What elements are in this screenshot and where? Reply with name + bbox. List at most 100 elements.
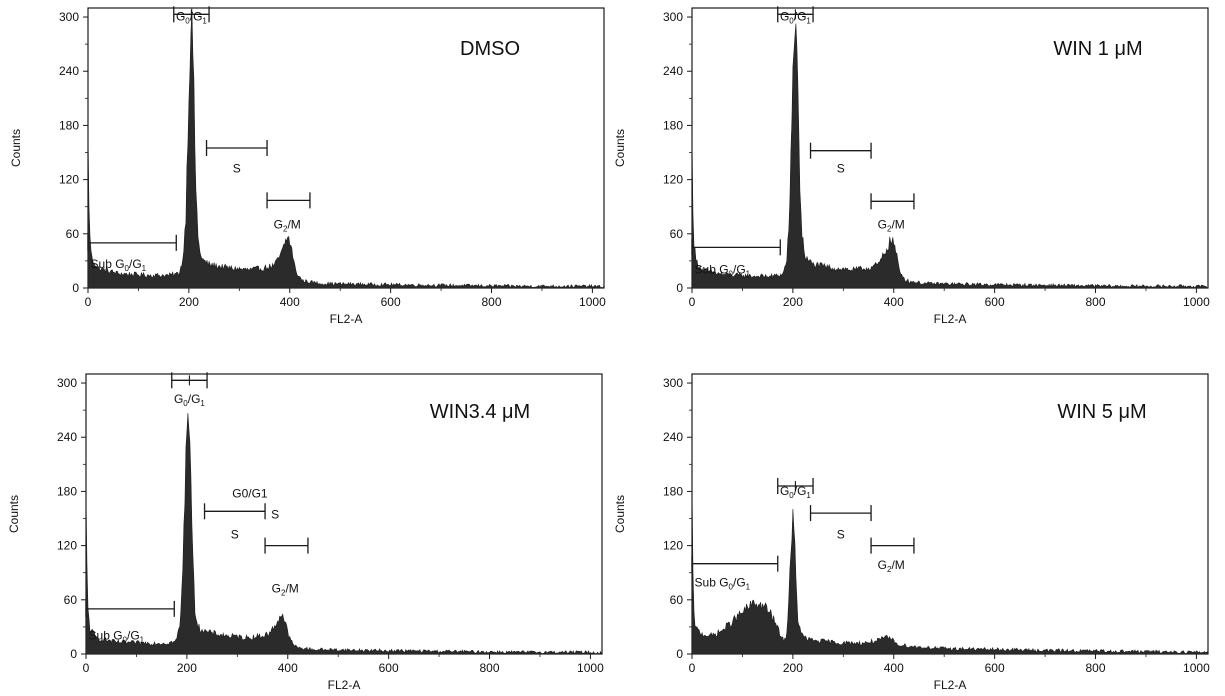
x-tick-label: 1000 (579, 295, 606, 309)
gate-marker (171, 372, 208, 389)
gate-annotation: G0/G1 (176, 10, 207, 26)
y-tick-label: 180 (663, 484, 683, 498)
gate-annotation: G0/G1 (780, 10, 811, 26)
gate-annotation: S (271, 508, 279, 522)
gate-marker (777, 6, 814, 23)
y-tick-label: 60 (670, 593, 684, 607)
gate-annotation: G2/M (274, 217, 301, 233)
x-tick-label: 800 (1086, 661, 1106, 675)
y-tick-label: 300 (663, 10, 683, 24)
gate-marker (691, 239, 781, 256)
x-axis-label: FL2-A (934, 678, 967, 692)
y-tick-label: 180 (59, 118, 79, 132)
histogram-series (691, 23, 1208, 289)
gate-annotation: G2/M (272, 582, 299, 598)
gate-annotation: Sub G0/G1 (89, 629, 145, 645)
y-tick-label: 0 (676, 281, 683, 295)
y-tick-label: 0 (72, 281, 79, 295)
y-axis-label: Counts (9, 129, 23, 167)
gate-annotation: S (837, 527, 845, 541)
histogram-panel-3: 0 200 400 600 800 1000 0 60 120 180 240 300 FL2-A Cou… (7, 372, 604, 692)
gate-marker (870, 193, 915, 210)
x-tick-label: 0 (689, 661, 696, 675)
x-tick-label: 200 (783, 295, 803, 309)
gate-marker (777, 478, 814, 494)
plot-frame (691, 7, 1209, 289)
gate-annotation: Sub G0/G1 (91, 257, 147, 273)
x-tick-label: 400 (280, 295, 300, 309)
y-tick-label: 0 (70, 647, 77, 661)
x-tick-label: 0 (83, 661, 90, 675)
y-tick-label: 240 (663, 64, 683, 78)
gate-annotation: G0/G1 (232, 487, 268, 501)
x-tick-label: 600 (381, 295, 401, 309)
y-axis-label: Counts (613, 495, 627, 533)
y-tick-label: 120 (663, 173, 683, 187)
gate-annotation: S (233, 161, 241, 175)
x-axis-label: FL2-A (328, 678, 361, 692)
plot-frame (691, 373, 1209, 655)
chart-title: WIN3.4 μM (430, 401, 530, 423)
histogram-series (691, 485, 1209, 655)
gate-marker (85, 600, 175, 617)
x-tick-label: 400 (884, 295, 904, 309)
chart-title: WIN 5 μM (1057, 401, 1146, 423)
y-axis-label: Counts (7, 495, 21, 533)
gate-annotation: Sub G0/G1 (695, 263, 751, 279)
x-tick-label: 1000 (1183, 661, 1210, 675)
x-axis-label: FL2-A (934, 312, 967, 326)
x-tick-label: 0 (85, 295, 92, 309)
y-tick-label: 300 (57, 376, 77, 390)
y-tick-label: 180 (663, 118, 683, 132)
histogram-panel-4: 0 200 400 600 800 1000 0 60 120 180 240 300 FL2-A Cou… (613, 373, 1210, 692)
histogram-panel-1: 0 200 400 600 800 1000 0 60 120 180 240 300 FL2-A Cou… (9, 6, 606, 326)
chart-title: DMSO (460, 38, 520, 60)
gate-marker (173, 6, 210, 23)
x-tick-label: 400 (278, 661, 298, 675)
x-tick-label: 1000 (577, 661, 604, 675)
y-tick-label: 0 (676, 647, 683, 661)
y-axis-label: Counts (613, 129, 627, 167)
x-tick-label: 600 (985, 295, 1005, 309)
plot-frame (85, 373, 603, 655)
y-tick-label: 60 (670, 227, 684, 241)
x-tick-label: 800 (1086, 295, 1106, 309)
x-tick-label: 200 (179, 295, 199, 309)
y-tick-label: 300 (59, 10, 79, 24)
gate-annotation: S (837, 161, 845, 175)
gate-marker (205, 140, 268, 156)
histogram-series (87, 7, 605, 289)
gate-marker (809, 142, 872, 159)
gate-marker (87, 234, 177, 251)
gate-annotation: G0/G1 (780, 484, 811, 500)
gate-annotation: S (231, 527, 239, 541)
gate-marker (264, 537, 309, 554)
x-tick-label: 600 (985, 661, 1005, 675)
y-tick-label: 120 (663, 539, 683, 553)
x-tick-label: 1000 (1183, 295, 1210, 309)
gate-marker (870, 537, 915, 554)
y-tick-label: 120 (59, 173, 79, 187)
x-tick-label: 800 (480, 661, 500, 675)
y-tick-label: 120 (57, 539, 77, 553)
x-tick-label: 0 (689, 295, 696, 309)
y-tick-label: 240 (57, 430, 77, 444)
plot-frame (87, 7, 605, 289)
gate-marker (266, 192, 311, 209)
x-tick-label: 200 (783, 661, 803, 675)
x-tick-label: 400 (884, 661, 904, 675)
gate-annotation: G2/M (878, 217, 905, 233)
gate-marker (809, 505, 872, 522)
y-tick-label: 180 (57, 484, 77, 498)
y-tick-label: 60 (66, 227, 80, 241)
y-tick-label: 240 (59, 64, 79, 78)
x-axis-label: FL2-A (330, 312, 363, 326)
chart-title: WIN 1 μM (1053, 38, 1142, 60)
x-tick-label: 800 (482, 295, 502, 309)
histogram-panel-2: 0 200 400 600 800 1000 0 60 120 180 240 300 FL2-A Cou… (613, 6, 1210, 326)
gate-marker (691, 555, 779, 572)
histogram-series (85, 412, 603, 655)
y-tick-label: 240 (663, 430, 683, 444)
x-tick-label: 600 (379, 661, 399, 675)
